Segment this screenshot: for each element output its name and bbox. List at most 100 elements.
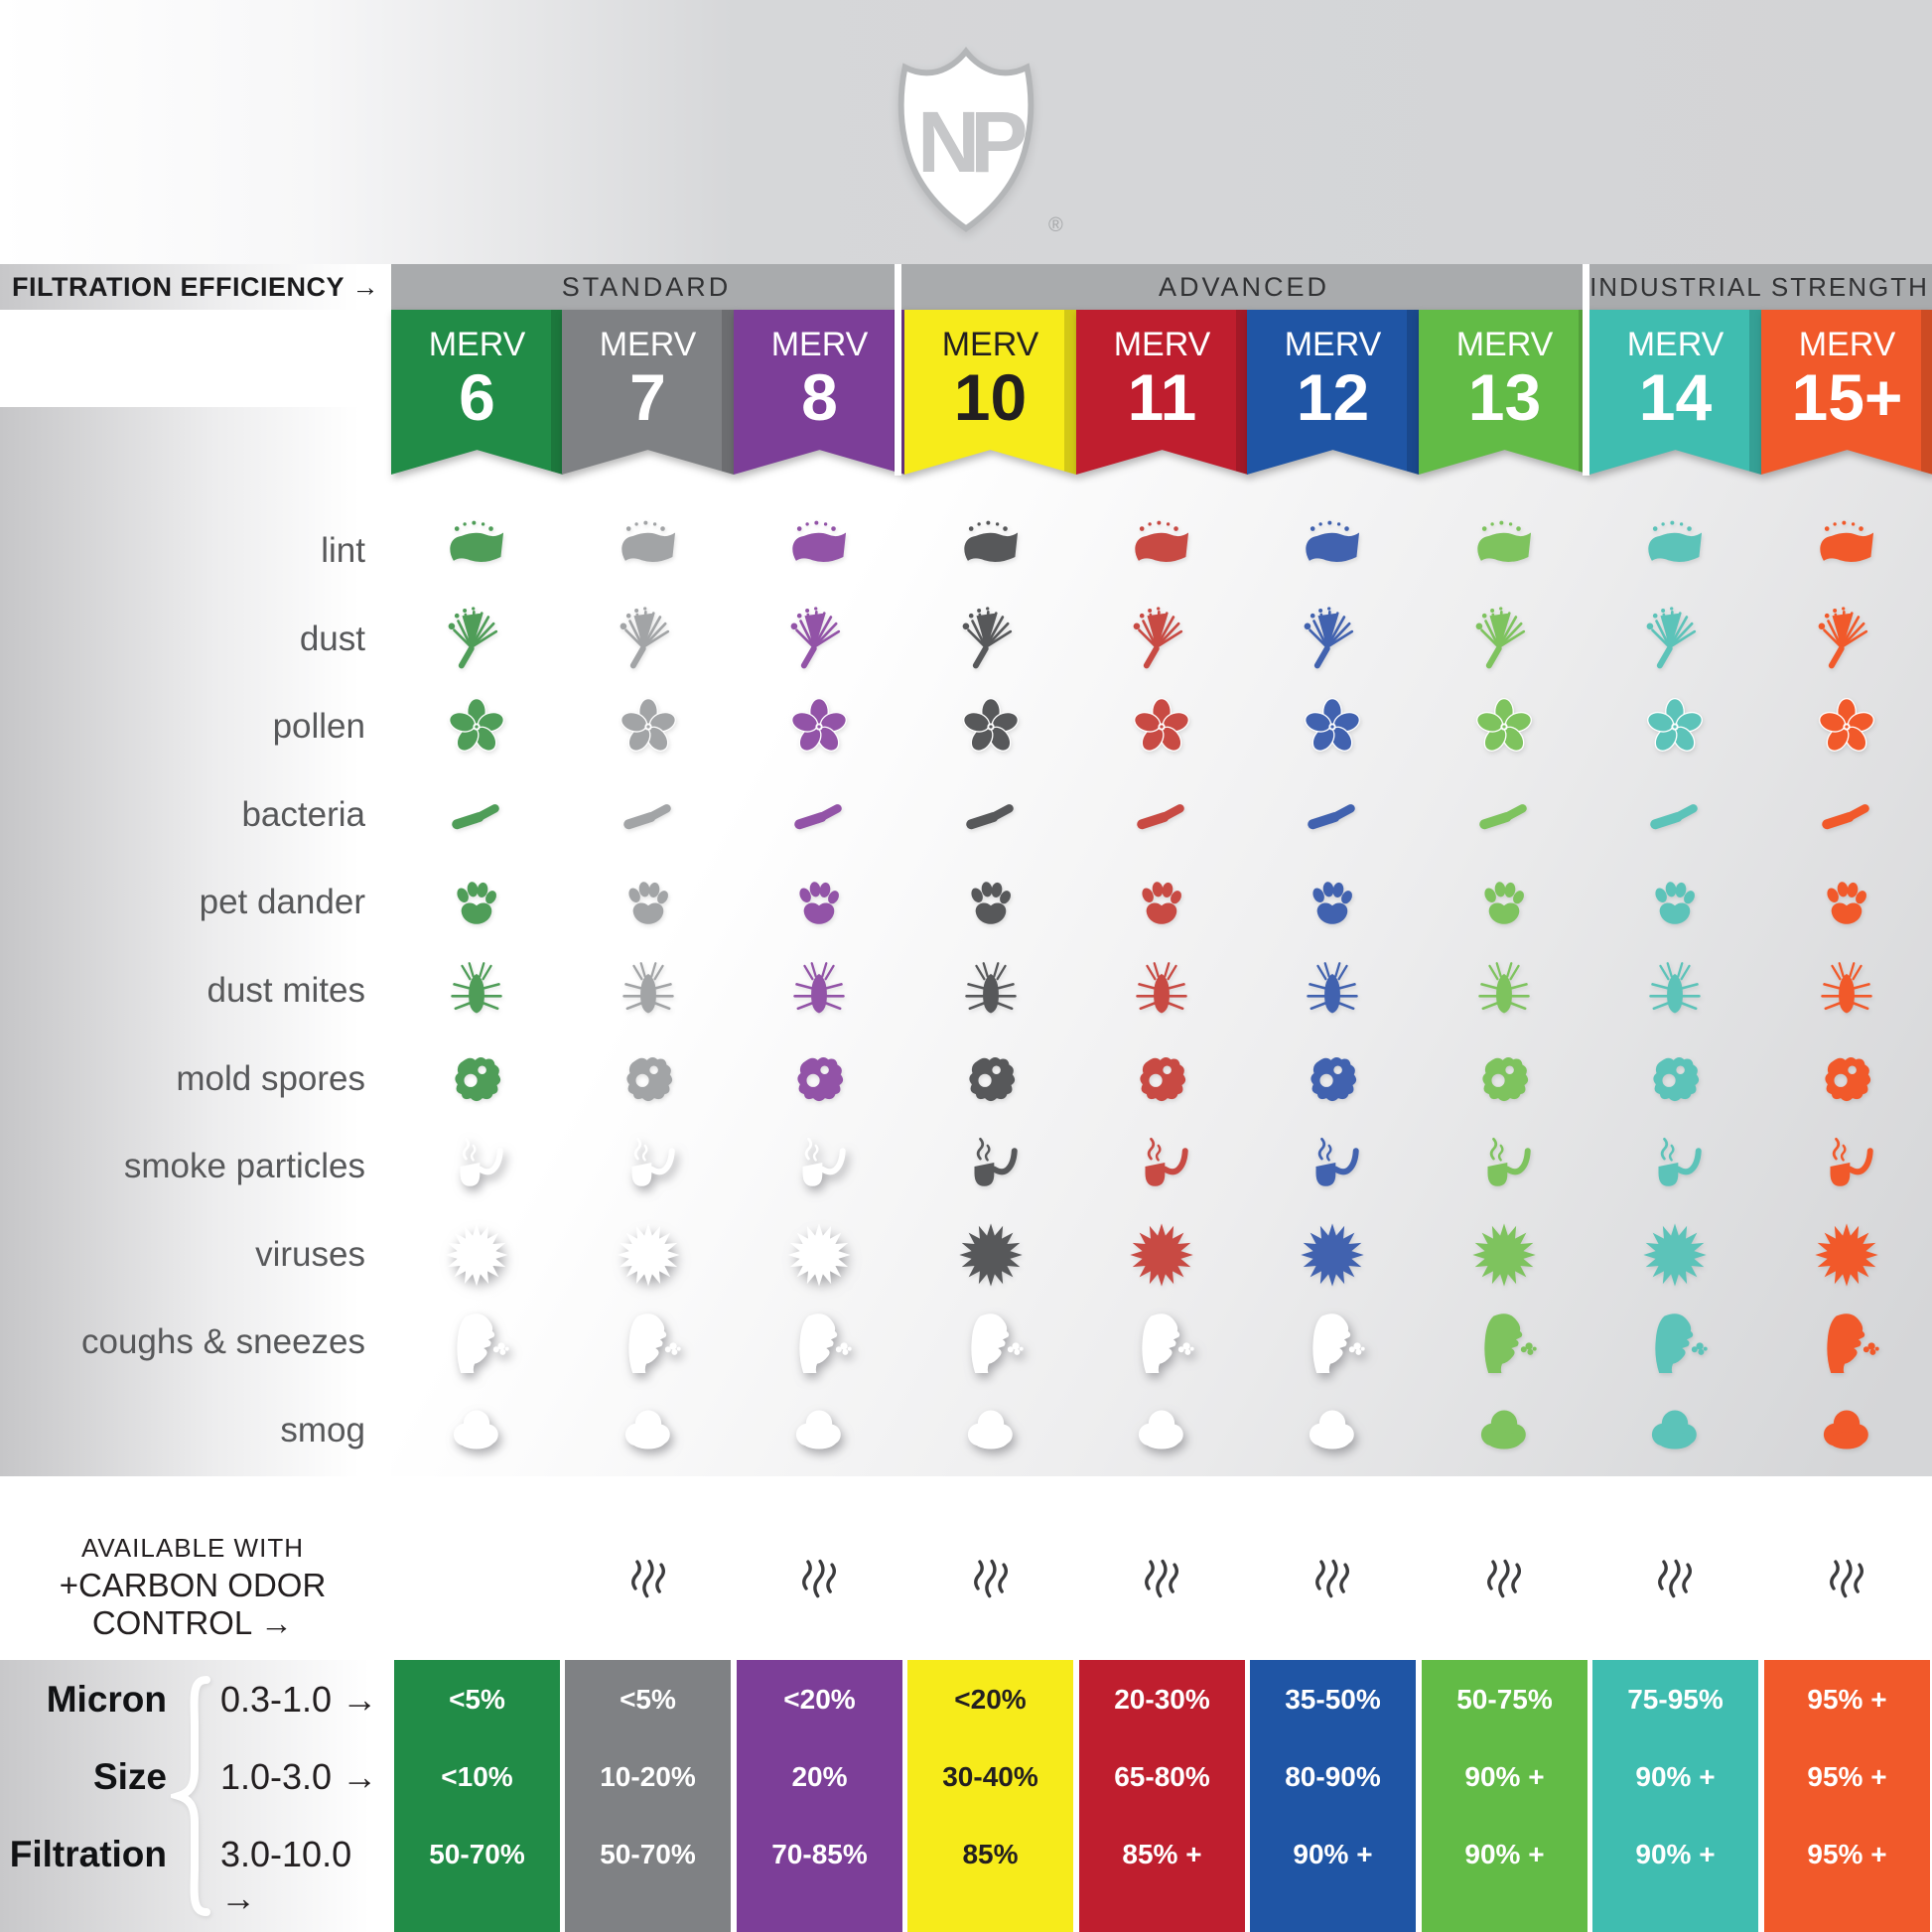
cell-viruses-merv-6 bbox=[444, 1222, 509, 1288]
dust-mite-icon bbox=[958, 958, 1024, 1024]
ribbon-shape: MERV 13 bbox=[1419, 310, 1590, 475]
table-range-3.0-10.0: 3.0-10.0 → bbox=[220, 1834, 352, 1918]
cell-dust-merv-6 bbox=[444, 607, 509, 672]
virus-icon bbox=[1300, 1222, 1365, 1288]
pollen-icon bbox=[616, 694, 681, 759]
cell-coughs-sneezes-merv-13 bbox=[1471, 1310, 1537, 1375]
merv-word: MERV bbox=[941, 326, 1039, 363]
cell-smog-merv-11 bbox=[1129, 1398, 1194, 1463]
cell-smog-merv-12 bbox=[1300, 1398, 1365, 1463]
cell-dust-merv-8 bbox=[786, 607, 852, 672]
steam-icon bbox=[1477, 1537, 1531, 1604]
table-column-merv-10: <20% 30-40% 85% bbox=[907, 1660, 1073, 1932]
cough-icon bbox=[1814, 1310, 1879, 1375]
cell-viruses-merv-14 bbox=[1642, 1222, 1708, 1288]
smog-cloud-icon bbox=[1129, 1398, 1194, 1463]
paw-icon bbox=[616, 870, 681, 935]
dust-mite-icon bbox=[444, 958, 509, 1024]
cell-pet-dander-merv-10 bbox=[958, 870, 1024, 935]
merv-ribbon-7: MERV 7 bbox=[562, 310, 734, 475]
merv-ribbon-10: MERV 10 bbox=[904, 310, 1076, 475]
cough-icon bbox=[1300, 1310, 1365, 1375]
cell-lint-merv-11 bbox=[1129, 518, 1194, 584]
cell-smoke-particles-merv-13 bbox=[1471, 1134, 1537, 1199]
group-band-advanced: ADVANCED bbox=[901, 264, 1587, 310]
cell-dust-mites-merv-10 bbox=[958, 958, 1024, 1024]
cell-smoke-particles-merv-7 bbox=[616, 1134, 681, 1199]
pipe-icon bbox=[786, 1134, 852, 1199]
cell-pet-dander-merv-14 bbox=[1642, 870, 1708, 935]
ribbon-shape: MERV 8 bbox=[734, 310, 905, 475]
table-value: 30-40% bbox=[942, 1761, 1038, 1792]
smog-cloud-icon bbox=[1814, 1398, 1879, 1463]
cell-lint-merv-8 bbox=[786, 518, 852, 584]
cough-icon bbox=[444, 1310, 509, 1375]
merv-number: 13 bbox=[1467, 360, 1542, 434]
virus-icon bbox=[958, 1222, 1024, 1288]
cell-smog-merv-6 bbox=[444, 1398, 509, 1463]
cough-icon bbox=[958, 1310, 1024, 1375]
cell-smog-merv-14 bbox=[1642, 1398, 1708, 1463]
cell-pet-dander-merv-15+ bbox=[1814, 870, 1879, 935]
carbon-label-line1: AVAILABLE WITH bbox=[81, 1533, 304, 1563]
cell-pollen-merv-6 bbox=[444, 694, 509, 759]
cell-pet-dander-merv-6 bbox=[444, 870, 509, 935]
steam-icon bbox=[621, 1537, 675, 1604]
cell-pollen-merv-8 bbox=[786, 694, 852, 759]
dust-icon bbox=[958, 607, 1024, 672]
lint-icon bbox=[958, 518, 1024, 584]
merv-number: 11 bbox=[1127, 360, 1197, 434]
cell-pet-dander-merv-8 bbox=[786, 870, 852, 935]
cell-bacteria-merv-8 bbox=[786, 782, 852, 848]
row-label-coughs-sneezes: coughs & sneezes bbox=[80, 1322, 365, 1361]
table-value: 95% + bbox=[1807, 1839, 1887, 1869]
pipe-icon bbox=[1471, 1134, 1537, 1199]
pollen-icon bbox=[1642, 694, 1708, 759]
merv-ribbon-15+: MERV 15+ bbox=[1761, 310, 1932, 475]
table-column-merv-12: 35-50% 80-90% 90% + bbox=[1250, 1660, 1416, 1932]
cell-bacteria-merv-13 bbox=[1471, 782, 1537, 848]
cell-lint-merv-7 bbox=[616, 518, 681, 584]
dust-mite-icon bbox=[1471, 958, 1537, 1024]
carbon-odor-control-label: AVAILABLE WITH +CARBON ODOR CONTROL → bbox=[8, 1533, 377, 1642]
pollen-icon bbox=[958, 694, 1024, 759]
cell-pollen-merv-11 bbox=[1129, 694, 1194, 759]
smog-cloud-icon bbox=[1642, 1398, 1708, 1463]
merv-word: MERV bbox=[770, 326, 869, 363]
merv-number: 10 bbox=[953, 360, 1028, 434]
cell-pet-dander-merv-13 bbox=[1471, 870, 1537, 935]
cell-smoke-particles-merv-10 bbox=[958, 1134, 1024, 1199]
filtration-efficiency-label: FILTRATION EFFICIENCY → bbox=[12, 272, 379, 302]
cell-pollen-merv-14 bbox=[1642, 694, 1708, 759]
np-shield-logo-icon: NP bbox=[897, 46, 1035, 232]
cell-dust-merv-12 bbox=[1300, 607, 1365, 672]
row-label-dust-mites: dust mites bbox=[207, 971, 366, 1010]
cell-bacteria-merv-11 bbox=[1129, 782, 1194, 848]
cell-bacteria-merv-14 bbox=[1642, 782, 1708, 848]
table-column-merv-7: <5% 10-20% 50-70% bbox=[565, 1660, 731, 1932]
cell-mold-spores-merv-12 bbox=[1300, 1046, 1365, 1112]
table-value: 90% + bbox=[1635, 1839, 1716, 1869]
row-label-dust: dust bbox=[299, 620, 365, 658]
pollen-icon bbox=[1471, 694, 1537, 759]
cell-mold-spores-merv-15+ bbox=[1814, 1046, 1879, 1112]
table-value: 85% + bbox=[1122, 1839, 1202, 1869]
cell-pollen-merv-7 bbox=[616, 694, 681, 759]
cell-dust-mites-merv-14 bbox=[1642, 958, 1708, 1024]
row-label-lint: lint bbox=[321, 531, 365, 570]
filtration-efficiency-row: FILTRATION EFFICIENCY → bbox=[0, 264, 391, 310]
table-value: 65-80% bbox=[1114, 1761, 1210, 1792]
steam-icon bbox=[792, 1537, 846, 1604]
cell-pet-dander-merv-7 bbox=[616, 870, 681, 935]
cell-dust-mites-merv-13 bbox=[1471, 958, 1537, 1024]
cell-dust-mites-merv-8 bbox=[786, 958, 852, 1024]
cell-smoke-particles-merv-15+ bbox=[1814, 1134, 1879, 1199]
cell-dust-mites-merv-15+ bbox=[1814, 958, 1879, 1024]
table-value: 90% + bbox=[1464, 1761, 1545, 1792]
merv-ribbon-8: MERV 8 bbox=[734, 310, 905, 475]
virus-icon bbox=[1814, 1222, 1879, 1288]
cell-dust-merv-13 bbox=[1471, 607, 1537, 672]
row-label-smoke-particles: smoke particles bbox=[123, 1147, 365, 1185]
steam-icon bbox=[1306, 1537, 1359, 1604]
table-column-merv-8: <20% 20% 70-85% bbox=[737, 1660, 902, 1932]
